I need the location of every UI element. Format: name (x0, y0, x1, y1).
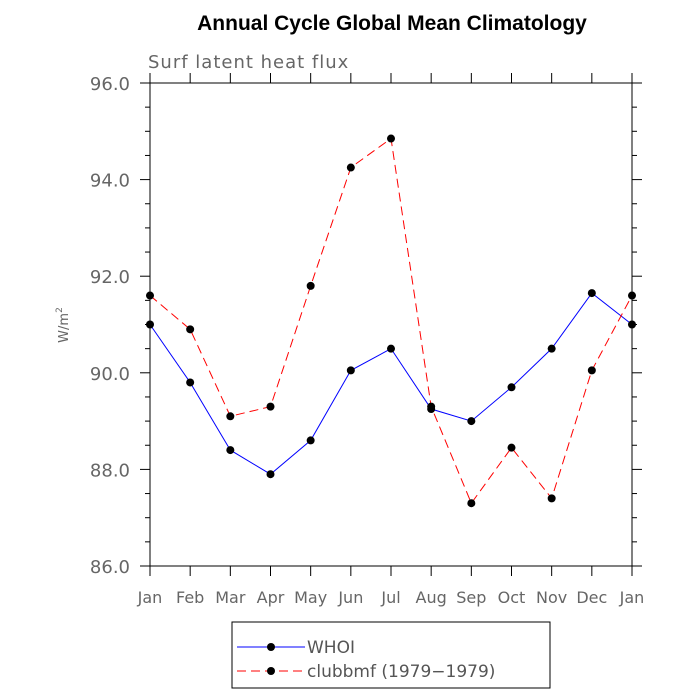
axes: Jan Feb Mar Apr May Jun Jul Aug Sep Oct Nov Dec Jan 8… (90, 73, 644, 607)
legend-label-1: WHOI (307, 638, 355, 658)
data-point (387, 134, 395, 143)
data-point (587, 289, 596, 298)
x-tick-label: Aug (416, 588, 447, 607)
data-point (226, 412, 235, 421)
x-tick-label: May (294, 588, 327, 607)
legend-box (231, 621, 551, 689)
y-tick-label: 86.0 (90, 557, 130, 578)
x-tick-label: Feb (176, 588, 204, 607)
y-tick-label: 96.0 (90, 74, 130, 95)
data-point (507, 383, 516, 392)
data-point (306, 436, 315, 445)
data-point (346, 366, 355, 375)
data-point (467, 499, 476, 508)
series-line-1 (149, 292, 633, 475)
data-point (266, 402, 275, 411)
data-point (306, 281, 315, 290)
x-tick-label: Oct (498, 588, 526, 607)
data-point (266, 470, 275, 479)
data-point (547, 344, 556, 353)
x-tick-label: Jan (619, 588, 645, 607)
y-tick-label: 94.0 (90, 171, 130, 192)
y-axis-label: W/m2 (55, 307, 72, 343)
legend-label-2: clubbmf (1979−1979) (307, 662, 495, 682)
series-line-2 (149, 137, 633, 505)
data-point (346, 163, 355, 172)
y-tick-label: 88.0 (90, 460, 130, 481)
x-tick-label: Nov (536, 588, 567, 607)
data-point (186, 378, 195, 387)
x-tick-label: Dec (576, 588, 607, 607)
x-tick-label: Apr (257, 588, 285, 607)
data-point (628, 291, 636, 300)
y-tick-label: 90.0 (90, 364, 130, 385)
data-point (146, 291, 154, 300)
data-point (146, 320, 154, 329)
y-axis-label-text: W/m (57, 313, 72, 343)
x-tick-label: Jul (380, 588, 400, 607)
data-point (427, 402, 436, 411)
data-point (186, 325, 195, 334)
y-axis-label-sup: 2 (55, 307, 65, 313)
data-point (628, 320, 636, 329)
data-point (507, 443, 516, 452)
y-tick-label: 92.0 (90, 267, 130, 288)
data-point (467, 417, 476, 426)
data-point (587, 366, 596, 375)
data-point (547, 494, 556, 503)
x-tick-label: Mar (215, 588, 246, 607)
chart-title: Annual Cycle Global Mean Climatology (197, 12, 587, 35)
data-point (387, 344, 395, 353)
x-tick-label: Jun (337, 588, 363, 607)
x-tick-label: Sep (456, 588, 486, 607)
plot-frame (149, 82, 633, 567)
chart-subtitle: Surf latent heat flux (148, 52, 349, 73)
x-tick-label: Jan (137, 588, 163, 607)
legend-marker-1 (267, 643, 275, 651)
legend-marker-2 (267, 667, 275, 675)
series-layer (146, 134, 636, 508)
legend: WHOI clubbmf (1979−1979) (231, 621, 551, 689)
data-point (226, 446, 235, 455)
